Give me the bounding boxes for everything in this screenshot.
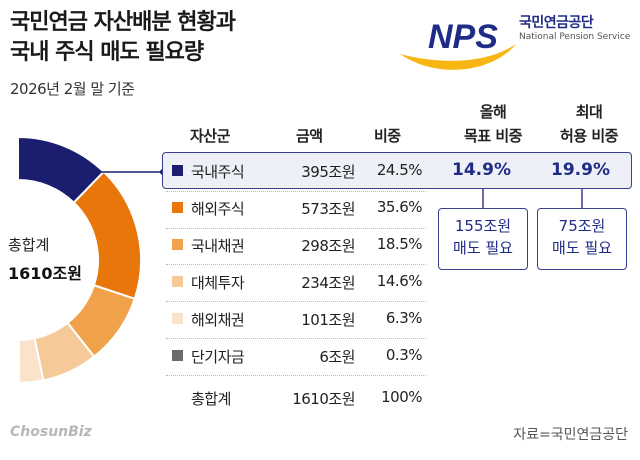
- header-target-line1: 올해: [479, 103, 507, 121]
- row-divider: [166, 338, 426, 339]
- asset-share: 0.3%: [385, 346, 423, 364]
- asset-name: 국내채권: [191, 237, 245, 255]
- title-line-1: 국민연금 자산배분 현황과: [10, 10, 236, 35]
- callout-max-sell: 75조원 매도 필요: [537, 208, 627, 270]
- legend-swatch: [172, 239, 183, 250]
- asset-share: 35.6%: [376, 198, 423, 216]
- total-row-name: 총합계: [191, 390, 231, 408]
- callout-max-amount: 75조원: [558, 217, 606, 235]
- logo-name-english: National Pension Service: [519, 32, 631, 42]
- header-max-line2: 허용 비중: [560, 127, 618, 145]
- donut-slice-단기자금: [17, 338, 21, 385]
- asset-amount: 234조원: [301, 274, 355, 292]
- header-max-line1: 최대: [575, 103, 603, 121]
- source-note: 자료=국민연금공단: [513, 427, 628, 443]
- logo-swoosh: [400, 44, 516, 70]
- asset-amount: 101조원: [301, 311, 355, 329]
- donut-total-label: 총합계: [8, 236, 50, 254]
- header-target-line2: 목표 비중: [464, 127, 522, 145]
- logo-name-korean: 국민연금공단: [519, 15, 594, 31]
- donut-total-value: 1610조원: [8, 264, 82, 283]
- logo-mark: NPS: [428, 18, 498, 56]
- row-divider: [166, 228, 426, 229]
- credit: ChosunBiz: [10, 424, 92, 440]
- title-line-2: 국내 주식 매도 필요량: [10, 40, 204, 65]
- callout-target-note: 매도 필요: [453, 239, 513, 257]
- asset-name: 해외채권: [191, 311, 245, 329]
- callout-target-sell: 155조원 매도 필요: [438, 208, 528, 270]
- legend-swatch: [172, 165, 183, 176]
- asset-share: 24.5%: [376, 161, 423, 179]
- header-target: 올해 목표 비중: [438, 100, 548, 148]
- callout-max-note: 매도 필요: [552, 239, 612, 257]
- asset-name: 단기자금: [191, 348, 245, 366]
- header-share: 비중: [374, 127, 401, 145]
- asset-amount: 6조원: [319, 348, 355, 366]
- asset-name: 해외주식: [191, 200, 245, 218]
- total-row-amount: 1610조원: [292, 390, 355, 408]
- row-divider: [166, 264, 426, 265]
- asset-share: 6.3%: [385, 309, 423, 327]
- chart-title: 국민연금 자산배분 현황과 국내 주식 매도 필요량: [10, 8, 236, 68]
- nps-logo: NPS: [400, 18, 516, 70]
- legend-swatch: [172, 202, 183, 213]
- header-amount: 금액: [296, 127, 323, 145]
- asset-name: 국내주식: [191, 163, 245, 181]
- asset-amount: 395조원: [301, 163, 355, 181]
- total-row-share: 100%: [381, 388, 422, 406]
- legend-swatch: [172, 313, 183, 324]
- asset-amount: 573조원: [301, 200, 355, 218]
- domestic-max-share: 19.9%: [551, 160, 610, 180]
- header-asset: 자산군: [190, 127, 230, 145]
- asset-name: 대체투자: [191, 274, 245, 292]
- row-divider: [166, 191, 426, 192]
- asset-share: 18.5%: [376, 235, 423, 253]
- callout-target-amount: 155조원: [454, 217, 512, 235]
- asset-share: 14.6%: [376, 272, 423, 290]
- legend-swatch: [172, 276, 183, 287]
- subtitle: 2026년 2월 말 기준: [10, 80, 135, 98]
- header-max: 최대 허용 비중: [534, 100, 640, 148]
- asset-amount: 298조원: [301, 237, 355, 255]
- domestic-target-share: 14.9%: [452, 160, 511, 180]
- legend-swatch: [172, 350, 183, 361]
- row-divider: [166, 301, 426, 302]
- domestic-stock-highlight: [162, 152, 632, 189]
- row-divider: [166, 375, 426, 376]
